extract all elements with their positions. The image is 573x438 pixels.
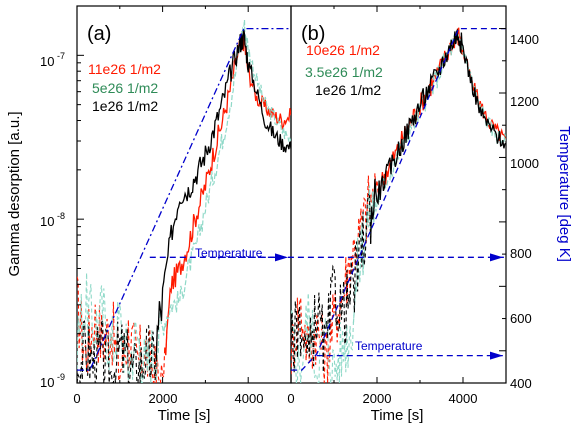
left-tick-label-1e-7: 10 -7 [40, 51, 65, 69]
svg-text:-9: -9 [57, 372, 65, 382]
svg-text:-8: -8 [57, 211, 65, 221]
x-tick-b-2000: 2000 [363, 391, 392, 406]
panel-b-frame [290, 5, 507, 384]
right-tick-label-400: 400 [510, 376, 532, 391]
x-tick-b-4000: 4000 [449, 391, 478, 406]
legend-b-mid: 3.5e26 1/m2 [305, 64, 383, 80]
series-mid-low-signal-line [77, 272, 142, 383]
svg-text:10: 10 [40, 375, 54, 390]
series-high-line [164, 29, 291, 356]
y-axis-label-right: Temperature [deg K] [556, 126, 573, 262]
x-axis-label-a: Time [s] [158, 407, 211, 424]
right-tick-label-1200: 1200 [510, 94, 539, 109]
series-low-line [155, 30, 291, 362]
right-tick-label-800: 800 [510, 246, 532, 261]
series-mid-line [138, 19, 291, 383]
svg-text:10: 10 [40, 214, 54, 229]
series-temperature-line [291, 27, 506, 371]
panel-a-label: (a) [87, 23, 111, 45]
temperature-annotation-a: Temperature [195, 246, 263, 260]
right-tick-label-1400: 1400 [510, 32, 539, 47]
series-mid-low-signal-line [291, 284, 357, 383]
series-low-low-signal-line [77, 318, 159, 383]
series-low-line [369, 28, 506, 244]
panel-b-label: (b) [301, 23, 325, 45]
arrow-head [490, 253, 503, 262]
series-high-low-signal-line [77, 276, 168, 383]
x-axis-label-b: Time [s] [371, 407, 424, 424]
y-axis-label-left: Gamma desorption [a.u.] [6, 111, 23, 276]
x-tick-b-0: 0 [287, 391, 294, 406]
legend-b-low: 1e26 1/m2 [315, 82, 381, 98]
left-tick-label-1e-8: 10 -8 [40, 211, 65, 229]
legend-a-mid: 5e26 1/m2 [92, 80, 158, 96]
right-tick-label-1000: 1000 [510, 156, 539, 171]
x-tick-a-4000: 4000 [235, 391, 264, 406]
series-low-low-signal-line [291, 193, 374, 373]
svg-text:-7: -7 [57, 51, 65, 61]
arrow-head [490, 351, 503, 360]
legend-b-high: 10e26 1/m2 [306, 42, 380, 58]
svg-text:10: 10 [40, 54, 54, 69]
temperature-annotation-b: Temperature [355, 339, 423, 353]
x-tick-a-0: 0 [73, 391, 80, 406]
right-tick-label-600: 600 [510, 311, 532, 326]
left-tick-label-1e-9: 10 -9 [40, 372, 65, 390]
series-temperature-line [77, 27, 291, 371]
x-tick-a-2000: 2000 [149, 391, 178, 406]
legend-a-high: 11e26 1/m2 [88, 61, 161, 77]
legend-a-low: 1e26 1/m2 [92, 98, 158, 114]
